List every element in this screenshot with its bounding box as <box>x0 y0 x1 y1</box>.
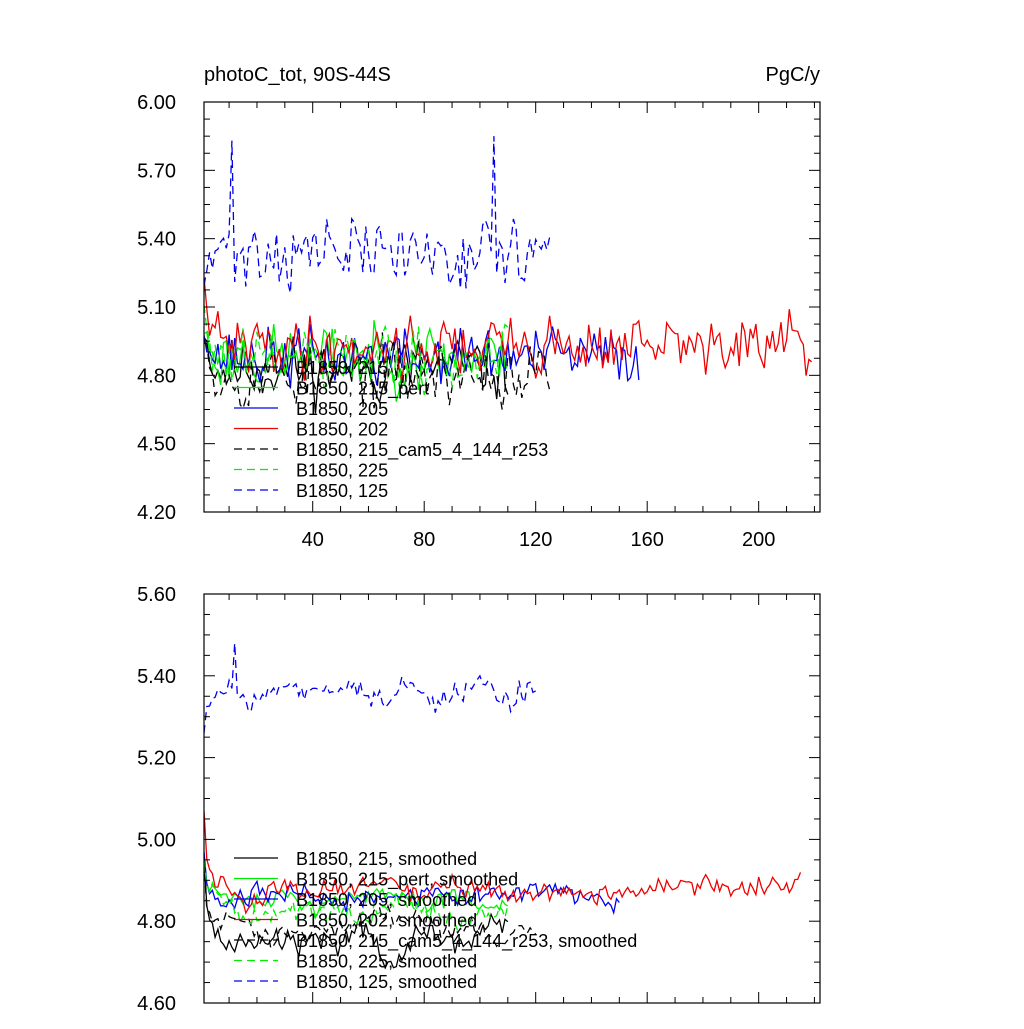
x-tick-label: 120 <box>519 529 552 551</box>
legend-label: B1850, 215_cam5_4_144_r253 <box>296 440 548 461</box>
chart-units: PgC/y <box>766 64 820 86</box>
x-tick-label: 40 <box>302 529 324 551</box>
legend-label: B1850, 215 <box>296 358 388 378</box>
series-group <box>204 136 813 414</box>
y-tick-label: 5.60 <box>137 584 176 606</box>
series-line-4 <box>204 276 813 382</box>
y-tick-label: 5.20 <box>137 748 176 770</box>
series-line-5 <box>204 332 551 411</box>
legend-label: B1850, 215_pert <box>296 379 429 400</box>
legend-label: B1850, 205 <box>296 399 388 419</box>
series-group <box>204 643 802 970</box>
series-line-7 <box>204 643 536 734</box>
legend-label: B1850, 215, smoothed <box>296 849 477 869</box>
series-line-6 <box>204 304 509 396</box>
series-line-2 <box>204 320 509 402</box>
y-tick-label: 6.00 <box>137 92 176 114</box>
legend-label: B1850, 225, smoothed <box>296 952 477 972</box>
chart-panel-2: 4.60 4.80 5.00 5.20 5.40 5.60 B1850, 215, smoo… <box>137 584 821 1015</box>
x-tick-label: 200 <box>742 529 775 551</box>
x-tick-label: 160 <box>630 529 663 551</box>
series-line-5 <box>204 859 537 950</box>
legend-label: B1850, 215_cam5_4_144_r253, smoothed <box>296 931 637 952</box>
chart-panel-1: photoC_tot, 90S-44S PgC/y 40 80 120 160 200 4.2… <box>137 64 821 551</box>
legend-label: B1850, 125, smoothed <box>296 972 477 992</box>
legend-label: B1850, 202 <box>296 420 388 440</box>
series-line-1 <box>204 855 509 970</box>
legend-label: B1850, 225 <box>296 461 388 481</box>
legend-label: B1850, 202, smoothed <box>296 911 477 931</box>
y-tick-label: 5.40 <box>137 666 176 688</box>
series-line-6 <box>204 859 509 932</box>
series-line-4 <box>204 810 802 915</box>
x-tick-label: 80 <box>413 529 435 551</box>
y-tick-label: 4.50 <box>137 434 176 456</box>
y-tick-label: 5.70 <box>137 160 176 182</box>
y-tick-label: 4.80 <box>137 365 176 387</box>
legend-label: B1850, 205, smoothed <box>296 890 477 910</box>
series-line-2 <box>204 859 509 920</box>
y-tick-label: 5.10 <box>137 297 176 319</box>
y-tick-label: 5.00 <box>137 829 176 851</box>
chart-title: photoC_tot, 90S-44S <box>204 64 391 86</box>
y-tick-label: 5.40 <box>137 229 176 251</box>
y-tick-label: 4.80 <box>137 911 176 933</box>
y-tick-label: 4.20 <box>137 502 176 524</box>
legend-label: B1850, 215_pert, smoothed <box>296 870 518 891</box>
legend-label: B1850, 125 <box>296 481 388 501</box>
y-tick-label: 4.60 <box>137 993 176 1015</box>
series-line-7 <box>204 136 551 294</box>
